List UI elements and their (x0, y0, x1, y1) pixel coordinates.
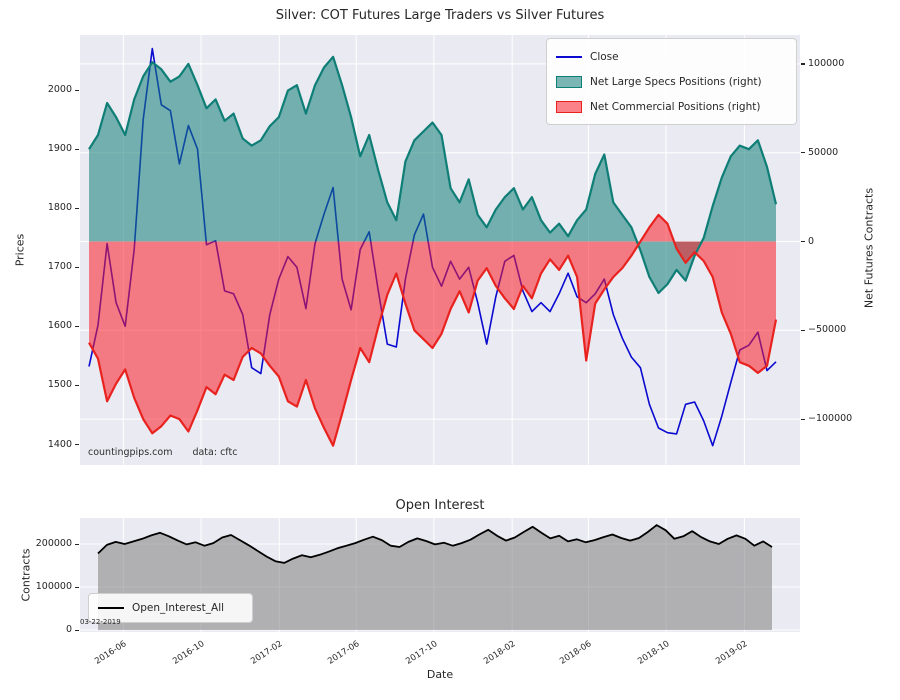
legend-row: Open_Interest_All (98, 599, 242, 617)
legend-patch-swatch (556, 100, 582, 113)
price-tick-mark (75, 325, 79, 328)
oi-tick-mark (75, 586, 79, 588)
price-tick-mark (75, 207, 79, 209)
main-chart-title: Silver: COT Futures Large Traders vs Sil… (275, 8, 605, 23)
watermark-source: data: cftc (192, 447, 238, 458)
oi-contracts-axis-label: Contracts (19, 548, 33, 602)
price-tick-mark (75, 444, 79, 446)
net-contracts-tick-mark (801, 418, 805, 420)
date-axis-label: Date (426, 668, 454, 681)
open-interest-line (97, 524, 773, 564)
legend-label: Net Commercial Positions (right) (590, 100, 761, 113)
net-large-specs-line (88, 55, 778, 295)
net-contracts-axis-label: Net Futures Contracts (862, 187, 876, 309)
legend-patch-swatch (556, 75, 582, 88)
price-tick-mark (75, 148, 79, 150)
price-tick-label: 1500 (47, 379, 72, 391)
net-contracts-tick-label: 0 (808, 235, 815, 247)
legend-label: Open_Interest_All (132, 602, 225, 614)
oi-chart-title: Open Interest (395, 498, 485, 513)
net-contracts-tick-label: 50000 (808, 146, 839, 158)
legend-label: Net Large Specs Positions (right) (590, 75, 762, 88)
price-tick-label: 2000 (47, 84, 72, 95)
date-tick-label: 2017-06 (326, 639, 362, 667)
price-tick-mark (75, 89, 79, 91)
net-contracts-tick-label: 100000 (808, 57, 845, 69)
price-tick-label: 1700 (47, 261, 72, 273)
watermark-site: countingpips.com (88, 447, 173, 458)
date-tick-label: 2018-10 (636, 639, 672, 667)
oi-chart-canvas (80, 518, 800, 632)
open-interest-area (98, 525, 772, 630)
net-large-specs-area (89, 56, 776, 293)
date-tick-label: 2018-02 (482, 639, 518, 667)
price-tick-label: 1800 (47, 202, 72, 214)
oi-legend: Open_Interest_All (88, 593, 253, 623)
net-commercial-area (89, 214, 776, 446)
oi-tick-mark (75, 629, 79, 631)
date-tick-label: 2019-02 (714, 639, 750, 667)
net-contracts-tick-mark (801, 152, 805, 154)
legend-label: Close (590, 50, 619, 63)
price-tick-mark (75, 384, 79, 387)
price-tick-label: 1900 (47, 143, 72, 155)
oi-plot-area (80, 518, 800, 632)
oi-tick-label: 200000 (35, 538, 72, 549)
legend-row: Net Commercial Positions (right) (556, 94, 786, 119)
legend-line-swatch (556, 55, 582, 58)
date-tick-label: 2016-10 (171, 639, 207, 667)
main-legend: Close Net Large Specs Positions (right) Ne… (546, 38, 797, 125)
legend-row: Net Large Specs Positions (right) (556, 69, 786, 94)
net-contracts-tick-mark (801, 63, 805, 65)
date-tick-label: 2017-10 (404, 639, 440, 667)
oi-tick-label: 100000 (35, 581, 72, 592)
net-contracts-tick-label: −50000 (808, 324, 847, 336)
date-stamp: 03-22-2019 (80, 618, 121, 626)
date-tick-label: 2018-06 (558, 639, 594, 667)
price-axis-label: Prices (13, 233, 27, 267)
net-contracts-tick-mark (801, 241, 805, 243)
legend-line-swatch (98, 607, 124, 609)
net-contracts-tick-label: −100000 (808, 413, 853, 425)
date-tick-label: 2017-02 (249, 639, 285, 667)
watermark: countingpips.com data: cftc (88, 447, 237, 458)
main-chart-canvas (80, 35, 800, 465)
price-tick-label: 1400 (47, 438, 72, 450)
price-tick-label: 1600 (47, 320, 72, 332)
oi-tick-mark (75, 543, 79, 545)
date-tick-label: 2016-06 (93, 639, 129, 667)
price-tick-mark (75, 266, 79, 268)
net-commercial-line (88, 213, 778, 447)
net-contracts-tick-mark (801, 329, 805, 331)
oi-tick-label: 0 (65, 624, 72, 635)
legend-row: Close (556, 44, 786, 69)
